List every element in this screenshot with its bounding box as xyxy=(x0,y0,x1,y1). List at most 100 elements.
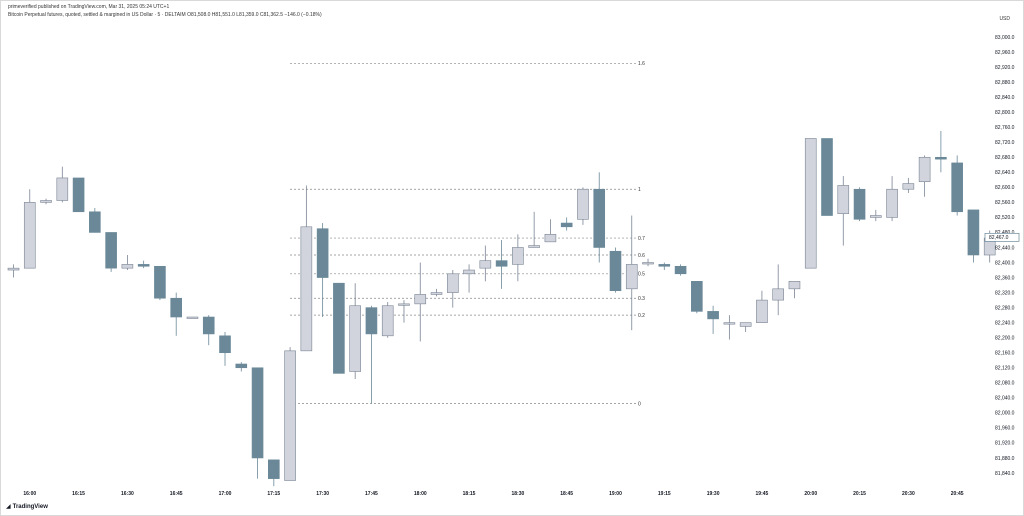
price-tick-label: 82,080.0 xyxy=(995,381,1015,387)
price-tick-label: 82,120.0 xyxy=(995,366,1015,372)
candle-body xyxy=(821,138,833,216)
candle-body xyxy=(870,215,882,218)
candle-body xyxy=(804,138,817,269)
tradingview-logo-text: TradingView xyxy=(12,504,48,510)
candle-body xyxy=(284,350,296,481)
price-tick-label: 82,560.0 xyxy=(995,200,1015,206)
candle-body xyxy=(495,260,508,267)
candle-body xyxy=(577,188,589,220)
price-tick-label: 82,600.0 xyxy=(995,185,1015,191)
candle-body xyxy=(512,247,524,265)
price-tick-label: 82,640.0 xyxy=(995,170,1015,176)
candle-body xyxy=(658,264,671,267)
time-tick-label: 19:00 xyxy=(609,491,622,497)
time-tick-label: 17:45 xyxy=(365,491,378,497)
candle-body xyxy=(609,250,622,292)
candle-body xyxy=(463,269,475,275)
price-tick-label: 82,000.0 xyxy=(995,411,1015,417)
candle-body xyxy=(544,234,557,243)
candle-body xyxy=(333,282,345,374)
candle-body xyxy=(414,294,427,305)
price-tick-label: 82,280.0 xyxy=(995,305,1015,311)
candle-body xyxy=(398,303,410,306)
price-tick-label: 82,240.0 xyxy=(995,320,1015,326)
price-tick-label: 82,520.0 xyxy=(995,215,1015,221)
tradingview-logo[interactable]: ◢ TradingView xyxy=(6,503,48,510)
current-price-box xyxy=(984,232,1020,242)
fib-level-label: 0.5 xyxy=(638,272,645,278)
time-tick-label: 17:00 xyxy=(219,491,232,497)
candle-body xyxy=(349,305,361,372)
candle-body xyxy=(853,188,866,220)
candle-body xyxy=(642,262,654,265)
candle-body xyxy=(7,267,20,271)
candle-body xyxy=(691,281,703,312)
candle-body xyxy=(446,273,459,293)
time-tick-label: 20:15 xyxy=(853,491,866,497)
fib-level-label: 0.2 xyxy=(638,313,645,319)
price-tick-label: 82,760.0 xyxy=(995,125,1015,131)
price-tick-label: 82,160.0 xyxy=(995,351,1015,357)
candle-body xyxy=(902,183,915,190)
price-tick-label: 81,960.0 xyxy=(995,426,1015,432)
fib-level-label: 1.6 xyxy=(638,61,645,67)
price-tick-label: 82,920.0 xyxy=(995,65,1015,71)
price-tick-label: 81,840.0 xyxy=(995,471,1015,477)
price-tick-label: 81,880.0 xyxy=(995,456,1015,462)
time-tick-label: 18:00 xyxy=(414,491,427,497)
currency-label: USD xyxy=(999,16,1010,22)
candle-body xyxy=(756,299,768,323)
candle-body xyxy=(381,305,394,337)
candle-body xyxy=(935,156,947,160)
price-tick-label: 82,880.0 xyxy=(995,80,1015,86)
price-tick-label: 82,720.0 xyxy=(995,140,1015,146)
time-axis[interactable]: 16:00 16:15 16:30 16:45 17:00 17:15 17:30 17:45… xyxy=(23,491,963,497)
candle-body xyxy=(674,265,687,275)
candle-body xyxy=(219,335,231,354)
candle-body xyxy=(430,292,443,295)
price-tick-label: 83,000.0 xyxy=(995,35,1015,41)
candle-body xyxy=(918,156,931,183)
price-tick-label: 82,840.0 xyxy=(995,95,1015,101)
price-tick-label: 82,800.0 xyxy=(995,110,1015,116)
price-tick-label: 82,040.0 xyxy=(995,396,1015,402)
time-tick-label: 16:45 xyxy=(170,491,183,497)
candle-body xyxy=(89,211,101,233)
time-tick-label: 16:30 xyxy=(121,491,134,497)
fib-level-label: 0.7 xyxy=(638,236,645,242)
time-tick-label: 20:30 xyxy=(902,491,915,497)
candle-body xyxy=(837,185,850,214)
price-tick-label: 82,680.0 xyxy=(995,155,1015,161)
symbol-ohlc-line: Bitcoin Perpetual futures, quoted, settl… xyxy=(8,12,322,18)
candle-body xyxy=(951,162,963,213)
candle-body xyxy=(479,260,492,269)
time-tick-label: 16:15 xyxy=(72,491,85,497)
candle-body xyxy=(121,264,134,269)
time-tick-label: 18:45 xyxy=(560,491,573,497)
price-tick-label: 82,320.0 xyxy=(995,290,1015,296)
time-tick-label: 16:00 xyxy=(23,491,36,497)
candle-body xyxy=(625,264,638,290)
time-tick-label: 19:15 xyxy=(658,491,671,497)
candle-body xyxy=(300,226,313,352)
candle-body xyxy=(56,177,69,201)
candle-body xyxy=(154,265,166,299)
candle-body xyxy=(251,367,264,459)
candle-body xyxy=(707,311,719,320)
price-tick-label: 82,360.0 xyxy=(995,275,1015,281)
price-axis[interactable]: 81,840.0 81,880.0 81,920.0 81,960.0 82,000.0… xyxy=(995,35,1015,477)
candle-body xyxy=(772,288,784,301)
candles-layer xyxy=(7,130,1012,487)
candle-body xyxy=(235,363,248,369)
candle-body xyxy=(105,232,117,269)
price-tick-label: 82,400.0 xyxy=(995,260,1015,266)
candle-body xyxy=(528,245,540,248)
candle-body xyxy=(739,322,752,327)
fib-level-label: 0 xyxy=(638,401,641,407)
candle-body xyxy=(72,177,85,213)
candle-body xyxy=(202,316,215,335)
candle-body xyxy=(40,200,52,203)
price-tick-label: 82,200.0 xyxy=(995,335,1015,341)
time-tick-label: 20:45 xyxy=(951,491,964,497)
